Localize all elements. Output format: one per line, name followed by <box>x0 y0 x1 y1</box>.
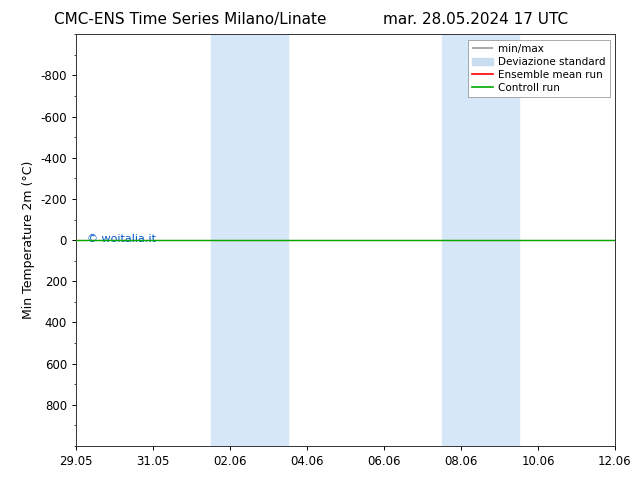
Text: © woitalia.it: © woitalia.it <box>87 234 156 245</box>
Text: mar. 28.05.2024 17 UTC: mar. 28.05.2024 17 UTC <box>383 12 568 27</box>
Legend: min/max, Deviazione standard, Ensemble mean run, Controll run: min/max, Deviazione standard, Ensemble m… <box>468 40 610 97</box>
Text: CMC-ENS Time Series Milano/Linate: CMC-ENS Time Series Milano/Linate <box>54 12 327 27</box>
Bar <box>442 34 519 446</box>
Bar <box>210 34 288 446</box>
Y-axis label: Min Temperature 2m (°C): Min Temperature 2m (°C) <box>22 161 35 319</box>
